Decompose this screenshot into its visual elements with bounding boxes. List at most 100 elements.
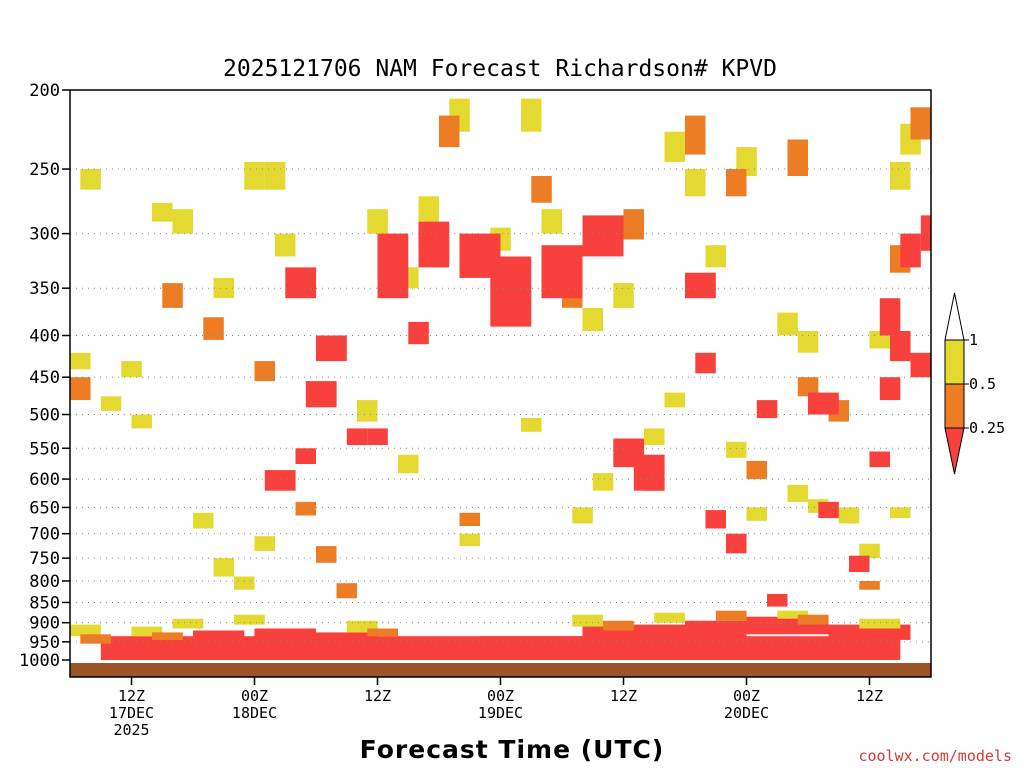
ri-cell xyxy=(797,377,819,397)
ri-cell xyxy=(203,317,224,340)
ri-cell xyxy=(726,169,747,197)
ri-cell xyxy=(172,618,204,629)
ri-cell xyxy=(695,352,716,374)
ground-layer xyxy=(70,661,931,677)
y-axis: 200 250 300 350 400 450 500 550 600 650 700 750 8008… xyxy=(19,81,70,671)
y-tick-label: 800 xyxy=(29,572,60,592)
ri-cell xyxy=(295,448,316,464)
ri-cell xyxy=(70,352,91,370)
y-tick-label: 750 xyxy=(29,549,60,569)
ri-cell xyxy=(254,361,275,382)
ri-cell xyxy=(100,396,122,411)
ri-cell xyxy=(121,361,142,378)
ri-cell xyxy=(408,321,429,345)
colorbar-label: 0.25 xyxy=(969,419,1005,437)
ri-cell xyxy=(244,161,265,190)
x-tick-label: 12Z xyxy=(856,687,883,705)
ri-cell xyxy=(623,209,644,240)
ri-cell xyxy=(234,576,255,590)
ri-cell xyxy=(346,620,378,633)
ground-fill xyxy=(70,663,931,677)
x-tick-label: 17DEC xyxy=(109,704,154,722)
y-tick-label: 300 xyxy=(29,225,60,245)
colorbar-bottom-arrow xyxy=(944,427,965,475)
y-tick-label: 450 xyxy=(29,368,60,388)
ri-cell xyxy=(633,454,665,491)
ri-cell xyxy=(213,277,234,299)
heatmap-cells xyxy=(70,98,932,660)
ri-cell xyxy=(664,392,685,408)
ri-cell xyxy=(285,267,317,299)
x-tick-label: 12Z xyxy=(364,687,391,705)
ri-cell xyxy=(572,614,604,627)
credit-text: coolwx.com/models xyxy=(858,747,1012,765)
ri-cell xyxy=(193,512,214,529)
ri-cell xyxy=(592,473,614,491)
y-tick-label: 900 xyxy=(29,614,60,634)
y-tick-label: 1000 xyxy=(19,651,60,671)
ri-cell xyxy=(900,233,921,268)
ri-cell xyxy=(531,176,552,203)
x-tick-label: 18DEC xyxy=(232,704,277,722)
ri-cell xyxy=(152,202,173,222)
x-tick-label: 20DEC xyxy=(724,704,769,722)
ri-cell xyxy=(521,98,542,132)
colorbar-label: 1 xyxy=(969,331,978,349)
y-tick-label: 650 xyxy=(29,498,60,518)
ri-cell xyxy=(787,139,808,176)
ri-cell xyxy=(746,507,767,521)
ri-cell xyxy=(254,536,275,551)
ri-cell xyxy=(777,312,798,336)
ri-cell xyxy=(859,618,901,629)
x-tick-label: 00Z xyxy=(487,687,514,705)
ri-cell xyxy=(439,115,460,148)
y-tick-label: 550 xyxy=(29,439,60,459)
ri-cell xyxy=(346,428,368,445)
x-tick-label: 19DEC xyxy=(478,704,523,722)
ri-cell xyxy=(685,620,747,640)
ri-cell xyxy=(746,460,767,480)
ri-cell xyxy=(418,196,439,222)
ri-cell xyxy=(654,612,686,623)
y-tick-label: 700 xyxy=(29,525,60,545)
ri-cell xyxy=(264,470,296,491)
ri-cell xyxy=(172,209,193,234)
x-tick-label: 12Z xyxy=(118,687,145,705)
y-tick-label: 400 xyxy=(29,326,60,346)
ri-cell xyxy=(367,628,399,637)
colorbar-bin xyxy=(944,339,965,385)
ri-cell xyxy=(613,283,634,308)
ri-cell xyxy=(879,298,901,336)
ri-cell xyxy=(582,215,624,257)
ri-cell xyxy=(234,614,265,625)
ri-cell xyxy=(859,581,880,590)
ri-cell xyxy=(408,640,481,655)
ri-cell xyxy=(367,209,388,234)
ri-cell xyxy=(726,441,747,458)
ri-cell xyxy=(787,484,808,502)
ri-cell xyxy=(459,533,480,547)
ri-cell xyxy=(459,512,480,526)
ri-cell xyxy=(572,507,593,524)
ri-cell xyxy=(131,414,152,429)
ri-cell xyxy=(705,510,726,529)
ri-cell xyxy=(162,283,183,308)
ri-cell xyxy=(736,147,757,176)
ri-cell xyxy=(336,583,357,599)
y-tick-label: 850 xyxy=(29,593,60,613)
ri-cell xyxy=(70,624,101,637)
y-tick-label: 200 xyxy=(29,81,60,101)
ri-cell xyxy=(316,335,347,362)
ri-cell xyxy=(910,107,931,140)
ri-cell xyxy=(715,610,747,621)
ri-cell xyxy=(582,307,603,332)
ri-cell xyxy=(818,501,839,519)
ri-cell xyxy=(726,533,747,554)
chart-title: 2025121706 NAM Forecast Richardson# KPVD xyxy=(223,56,777,82)
ri-cell xyxy=(890,331,911,362)
ri-cell xyxy=(756,400,778,419)
ri-cell xyxy=(275,233,296,257)
ri-cell xyxy=(357,400,378,422)
